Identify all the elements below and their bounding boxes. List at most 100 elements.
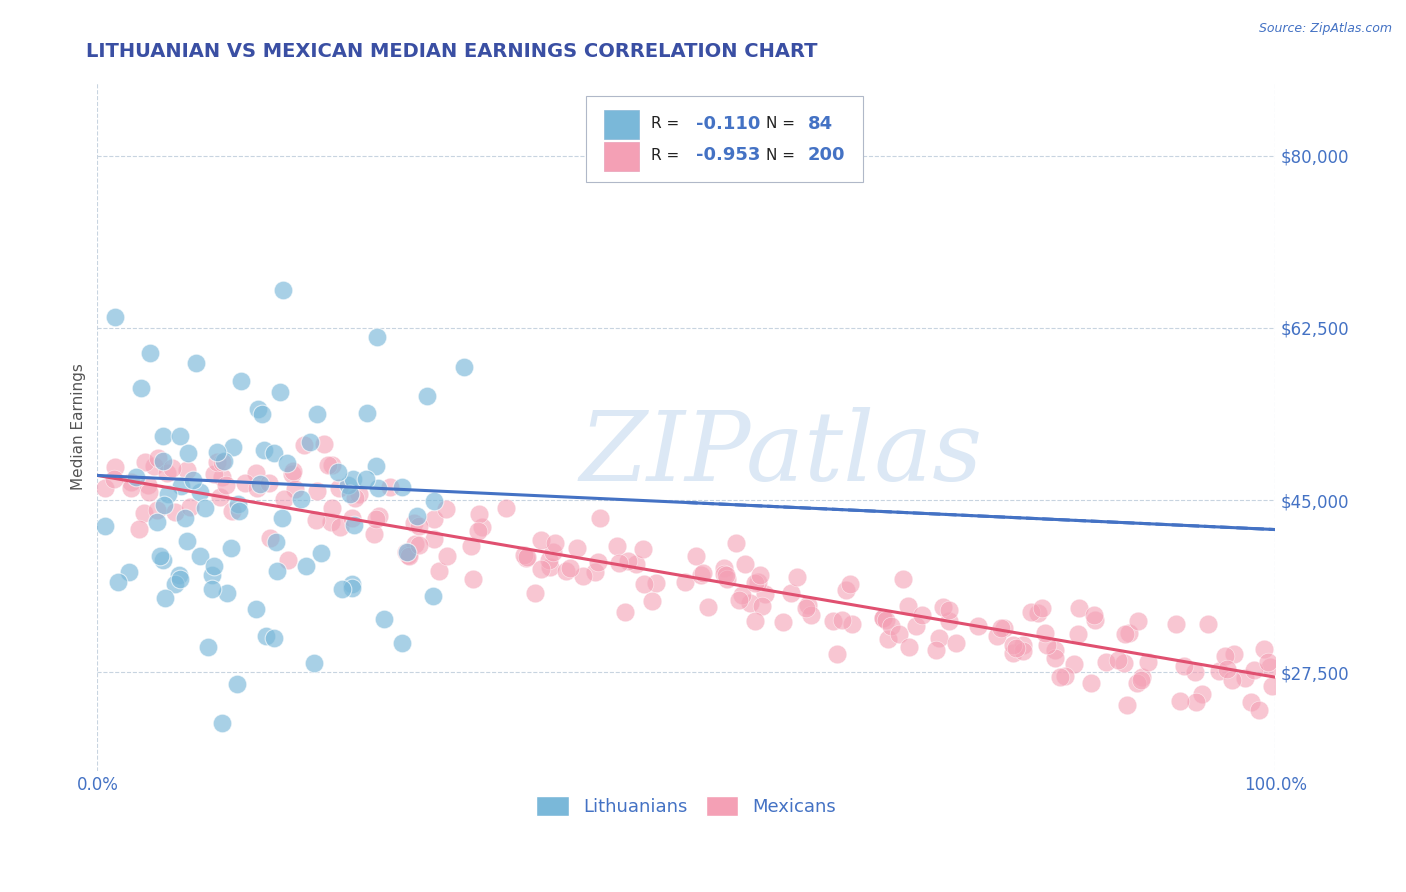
Point	[165, 505, 187, 519]
Point	[152, 498, 174, 512]
Point	[471, 519, 494, 533]
Point	[391, 636, 413, 650]
Point	[993, 621, 1015, 635]
Point	[1001, 638, 1024, 652]
Point	[1118, 626, 1140, 640]
Point	[423, 532, 446, 546]
Point	[343, 491, 366, 505]
Point	[366, 458, 388, 473]
Point	[128, 522, 150, 536]
Point	[143, 458, 166, 473]
Point	[245, 466, 267, 480]
Point	[986, 629, 1008, 643]
Point	[120, 475, 142, 489]
Point	[877, 632, 900, 647]
Point	[821, 614, 844, 628]
Point	[530, 533, 553, 547]
Point	[1185, 695, 1208, 709]
Point	[945, 636, 967, 650]
Point	[215, 586, 238, 600]
Point	[271, 283, 294, 297]
Point	[644, 575, 666, 590]
Point	[744, 614, 766, 628]
Point	[1045, 650, 1067, 665]
Point	[219, 541, 242, 556]
Point	[1184, 665, 1206, 679]
Point	[1220, 673, 1243, 688]
Point	[938, 603, 960, 617]
Point	[641, 594, 664, 608]
Point	[436, 549, 458, 563]
Text: N =: N =	[766, 116, 800, 131]
Point	[162, 460, 184, 475]
Point	[284, 482, 307, 496]
Point	[152, 428, 174, 442]
Point	[294, 559, 316, 574]
Point	[245, 601, 267, 615]
Point	[176, 463, 198, 477]
Point	[367, 508, 389, 523]
Point	[513, 548, 536, 562]
Point	[434, 502, 457, 516]
Point	[103, 472, 125, 486]
Point	[898, 640, 921, 654]
Point	[423, 494, 446, 508]
Point	[905, 619, 928, 633]
Point	[259, 531, 281, 545]
Point	[1114, 656, 1136, 670]
Point	[321, 458, 343, 472]
Point	[572, 569, 595, 583]
Point	[749, 568, 772, 582]
Point	[872, 611, 894, 625]
Point	[423, 512, 446, 526]
Point	[169, 478, 191, 492]
Point	[367, 482, 389, 496]
Point	[250, 407, 273, 421]
Point	[1240, 695, 1263, 709]
Point	[183, 473, 205, 487]
Point	[271, 510, 294, 524]
Point	[751, 599, 773, 614]
Point	[692, 566, 714, 580]
Point	[537, 552, 560, 566]
Point	[834, 582, 856, 597]
Text: ZIPatlas: ZIPatlas	[579, 407, 983, 500]
Point	[990, 621, 1012, 635]
Point	[872, 611, 894, 625]
Point	[1084, 613, 1107, 627]
Point	[690, 567, 713, 582]
Point	[714, 567, 737, 582]
Point	[1107, 652, 1129, 666]
Point	[1069, 601, 1091, 615]
Point	[1208, 664, 1230, 678]
Point	[163, 576, 186, 591]
Point	[205, 445, 228, 459]
Point	[118, 565, 141, 579]
Point	[530, 562, 553, 576]
FancyBboxPatch shape	[605, 110, 640, 139]
Point	[468, 508, 491, 522]
Point	[460, 540, 482, 554]
Point	[194, 501, 217, 516]
Point	[1191, 687, 1213, 701]
Point	[277, 552, 299, 566]
Point	[911, 608, 934, 623]
Point	[747, 575, 769, 590]
Point	[253, 443, 276, 458]
Point	[177, 446, 200, 460]
Point	[104, 310, 127, 325]
Point	[586, 555, 609, 569]
Point	[276, 456, 298, 470]
Point	[1130, 673, 1153, 688]
Point	[174, 511, 197, 525]
Point	[617, 554, 640, 568]
Point	[94, 481, 117, 495]
Point	[343, 518, 366, 533]
Point	[1243, 663, 1265, 677]
Point	[319, 516, 342, 530]
Point	[132, 507, 155, 521]
Point	[1126, 676, 1149, 690]
Point	[201, 582, 224, 596]
Point	[152, 454, 174, 468]
Point	[1114, 627, 1136, 641]
